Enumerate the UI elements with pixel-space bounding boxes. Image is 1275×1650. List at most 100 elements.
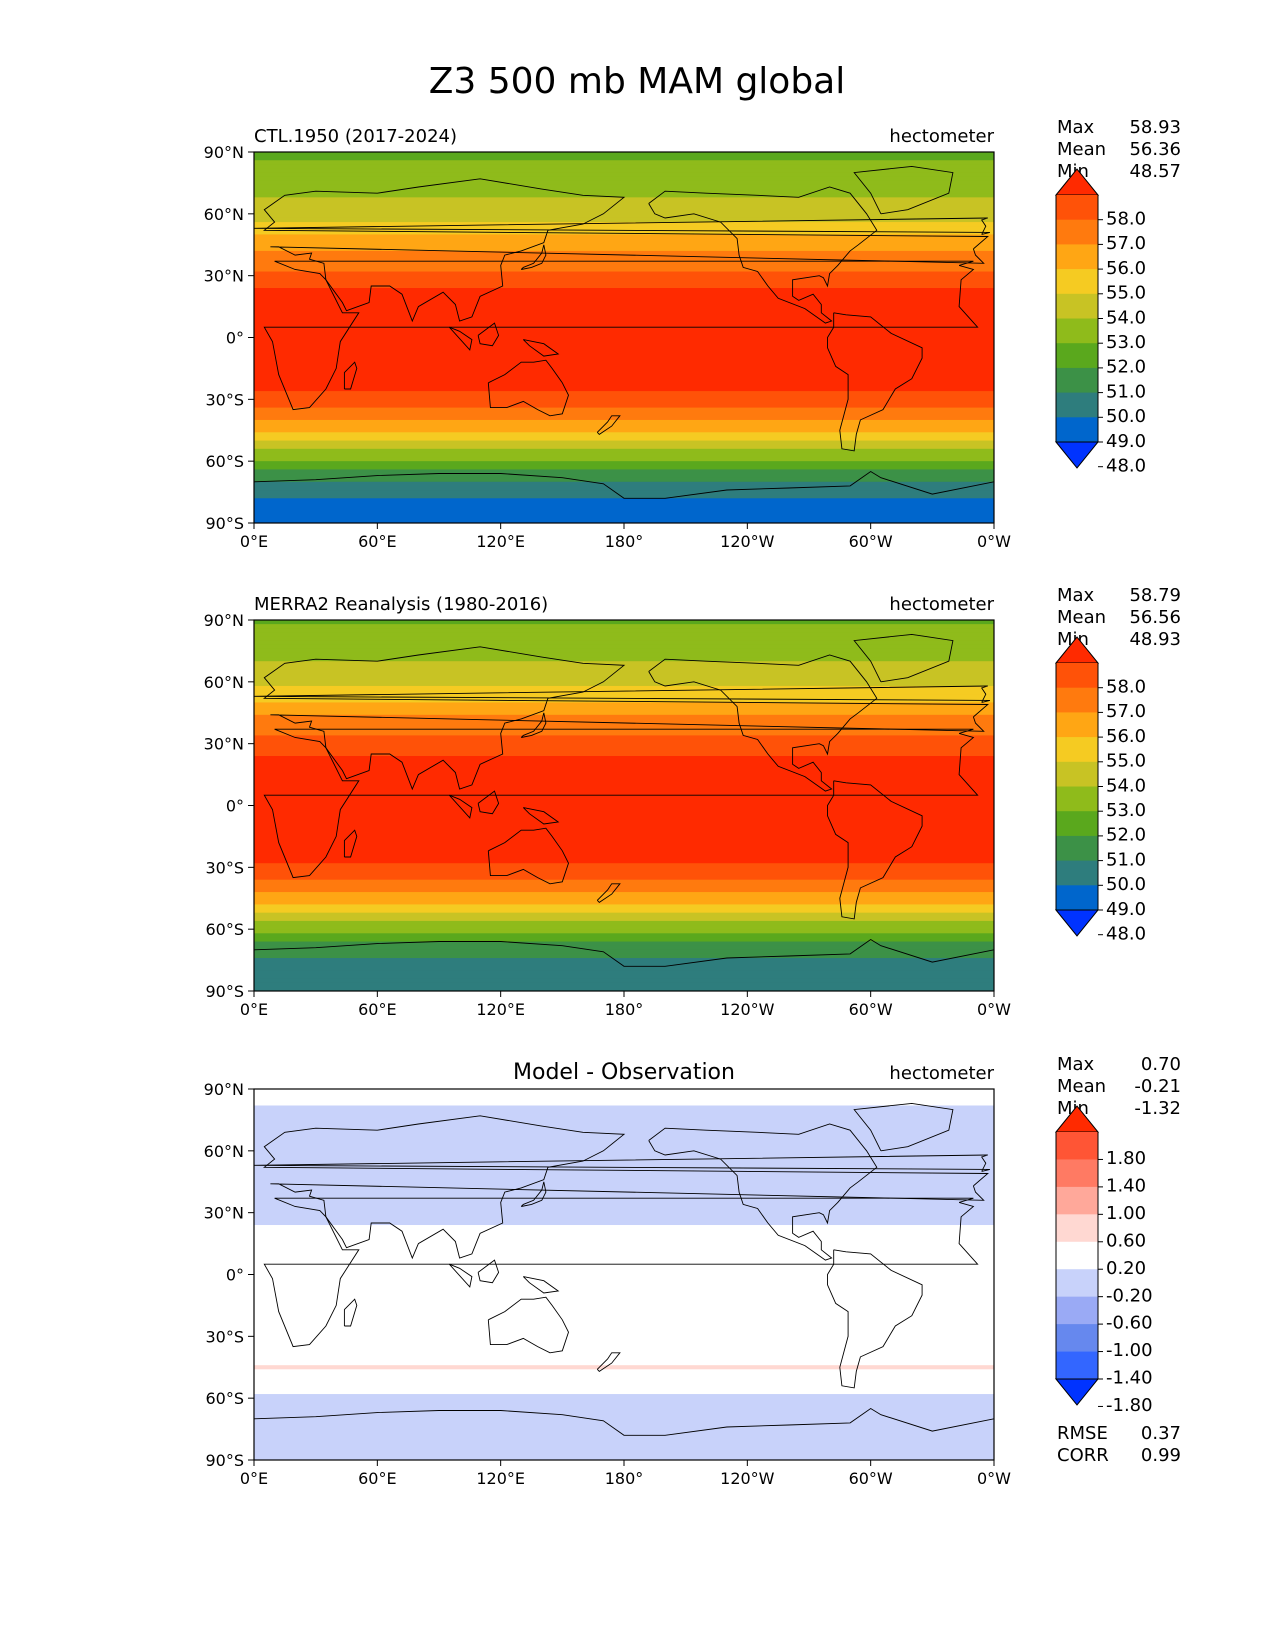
colorbar-tick-label: -1.40 — [1106, 1368, 1153, 1389]
colorbar-tick-label: 53.0 — [1106, 332, 1146, 353]
field-band — [254, 854, 994, 860]
field-band — [254, 1200, 994, 1206]
field-band — [254, 180, 994, 186]
colorbar-box — [1056, 761, 1098, 787]
colorbar-box — [1056, 1269, 1098, 1298]
stat-label: Mean — [1057, 1076, 1106, 1097]
field-band — [254, 514, 994, 520]
stat-label: Max — [1057, 585, 1095, 606]
colorbar-box — [1056, 1132, 1098, 1160]
colorbar-box — [1056, 1214, 1098, 1243]
colorbar-tick-label: 52.0 — [1106, 357, 1146, 378]
field-band — [254, 494, 994, 499]
field-band — [254, 673, 994, 679]
field-band — [254, 242, 994, 248]
field-band — [254, 288, 994, 293]
field-band — [254, 481, 994, 487]
field-band — [254, 296, 994, 301]
field-band — [254, 1278, 994, 1284]
field-band — [254, 189, 994, 194]
field-band — [254, 958, 994, 963]
stat-value: 56.56 — [1129, 607, 1181, 628]
units-label: hectometer — [889, 594, 994, 615]
coastline-5 — [487, 359, 569, 417]
field-band — [254, 490, 994, 495]
field-band — [254, 226, 994, 231]
colorbar-box — [1056, 269, 1098, 295]
field-band — [254, 838, 994, 844]
field-band — [254, 657, 994, 662]
coastline-10 — [522, 1276, 560, 1294]
field-band — [254, 419, 994, 425]
field-band — [254, 448, 994, 454]
colorbar-tick-label: 0.60 — [1106, 1230, 1146, 1251]
field-band — [254, 1101, 994, 1107]
field-band — [254, 230, 994, 236]
field-band — [254, 875, 994, 881]
field-band — [254, 1126, 994, 1131]
field-band — [254, 160, 994, 165]
field-band — [254, 1319, 994, 1325]
field-band — [254, 1315, 994, 1321]
field-band — [254, 620, 994, 625]
colorbar-tick-label: 53.0 — [1106, 800, 1146, 821]
field-band — [254, 821, 994, 827]
ytick-label: 30°S — [205, 390, 244, 409]
coastline-5 — [487, 1296, 569, 1354]
colorbar-box — [1056, 712, 1098, 738]
extra-stat-label: CORR — [1057, 1445, 1109, 1466]
field-band — [254, 1187, 994, 1193]
field-band — [254, 702, 994, 708]
map-field-model — [254, 152, 994, 523]
coastline-8 — [448, 794, 473, 819]
coastline-11 — [254, 217, 991, 235]
field-band — [254, 1270, 994, 1276]
colorbar-box — [1056, 1324, 1098, 1352]
field-band — [254, 718, 994, 724]
field-band — [254, 358, 994, 363]
coastline-13 — [596, 1352, 621, 1372]
field-band — [254, 506, 994, 512]
xtick-label: 0°W — [977, 532, 1011, 551]
field-band — [254, 1290, 994, 1296]
coastline-1 — [263, 178, 990, 323]
field-band — [254, 801, 994, 807]
field-band — [254, 1109, 994, 1115]
field-band — [254, 1237, 994, 1243]
colorbar-model: 58.0 57.0 56.0 55.0 54.0 53.0 52.0 51.0 50.0 49.0… — [1054, 168, 1146, 477]
field-band — [254, 628, 994, 633]
colorbar-tick-label: -1.00 — [1106, 1340, 1153, 1361]
field-band — [254, 238, 994, 244]
field-band — [254, 1373, 994, 1379]
field-band — [254, 743, 994, 749]
field-band — [254, 735, 994, 741]
field-band — [254, 805, 994, 811]
field-band — [254, 461, 994, 466]
xtick-label: 120°W — [720, 532, 775, 551]
field-band — [254, 1365, 994, 1370]
stat-label: Mean — [1057, 607, 1106, 628]
colorbar-tick-label: 55.0 — [1106, 283, 1146, 304]
field-band — [254, 900, 994, 906]
field-band — [254, 395, 994, 400]
field-band — [254, 457, 994, 462]
field-band — [254, 312, 994, 318]
field-band — [254, 1117, 994, 1123]
colorbar-box — [1056, 835, 1098, 861]
colorbar-tick-label: 52.0 — [1106, 825, 1146, 846]
panel-title-left: CTL.1950 (2017-2024) — [254, 126, 457, 147]
colorbar-tick-label: -1.80 — [1106, 1395, 1153, 1416]
field-band — [254, 768, 994, 774]
field-band — [254, 1130, 994, 1135]
ytick-label: 90°N — [204, 1080, 244, 1099]
colorbar-tick-label: 58.0 — [1106, 209, 1146, 230]
stat-label: Mean — [1057, 139, 1106, 160]
field-band — [254, 1121, 994, 1127]
field-band — [254, 677, 994, 683]
field-band — [254, 1171, 994, 1177]
figure-title: Z3 500 mb MAM global — [429, 61, 846, 102]
field-band — [254, 669, 994, 675]
colorbar-outline — [1055, 1132, 1099, 1379]
field-band — [254, 776, 994, 782]
field-band — [254, 817, 994, 823]
